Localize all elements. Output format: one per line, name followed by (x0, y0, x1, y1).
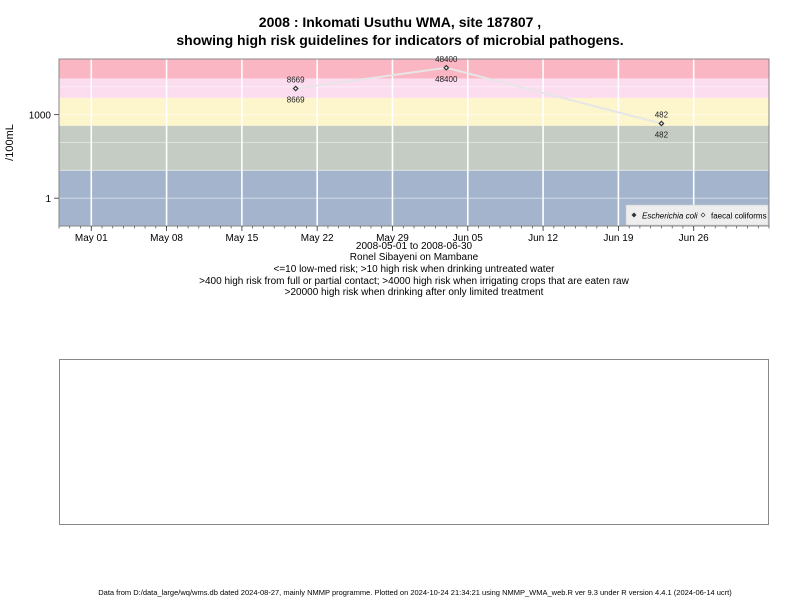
point-faecal-3 (659, 121, 664, 126)
x-tick-label-8: Jun 19 (603, 233, 633, 244)
y-tick-label-2: 1000 (29, 111, 52, 122)
subtitle-line-1: 2008-05-01 to 2008-06-30 (355, 241, 473, 252)
data-label-faecal-2: 48400 (435, 55, 458, 64)
x-tick-label-7: Jun 12 (528, 233, 558, 244)
data-label-ecoli-2: 48400 (435, 75, 458, 84)
legend-label-ecoli: Escherichia coli (642, 212, 698, 221)
x-tick-label-9: Jun 26 (679, 233, 709, 244)
chart-title-line1: 2008 : Inkomati Usuthu WMA, site 187807 … (258, 14, 542, 30)
data-label-faecal-1: 8669 (287, 76, 305, 85)
x-tick-label-6: Jun 05 (453, 233, 483, 244)
x-tick-label-5: May 29 (376, 233, 409, 244)
point-faecal-1 (293, 86, 298, 91)
subtitle-line-5: >20000 high risk when drinking after onl… (284, 287, 544, 298)
risk-band-5 (59, 59, 769, 79)
footer-note: Data from D:/data_large/wq/wms.db dated … (98, 588, 732, 597)
data-label-faecal-3: 482 (655, 110, 669, 119)
legend-box (625, 204, 769, 226)
legend: Escherichia coli faecal coliforms (625, 204, 769, 226)
y-tick-label-1: 1 (45, 194, 51, 205)
y-axis-label: /100mL (4, 124, 16, 161)
legend-marker-ecoli (631, 212, 637, 218)
point-faecal-2 (443, 65, 449, 71)
chart-title-line2: showing high risk guidelines for indicat… (176, 32, 624, 48)
subtitle-line-2: Ronel Sibayeni on Mambane (349, 252, 479, 263)
x-tick-label-3: May 15 (225, 233, 258, 244)
x-tick-label-2: May 08 (150, 233, 183, 244)
data-label-ecoli-1: 8669 (287, 96, 305, 105)
subtitle-line-4: >400 high risk from full or partial cont… (199, 276, 629, 287)
risk-band-4 (59, 78, 769, 98)
data-label-ecoli-3: 482 (655, 130, 669, 139)
risk-band-2 (59, 125, 769, 171)
empty-panel (59, 359, 769, 525)
legend-label-faecal: faecal coliforms (711, 212, 767, 221)
x-tick-label-4: May 22 (301, 233, 334, 244)
x-tick-label-1: May 01 (75, 233, 108, 244)
subtitle-line-3: <=10 low-med risk; >10 high risk when dr… (273, 264, 555, 275)
legend-marker-faecal (700, 212, 706, 218)
